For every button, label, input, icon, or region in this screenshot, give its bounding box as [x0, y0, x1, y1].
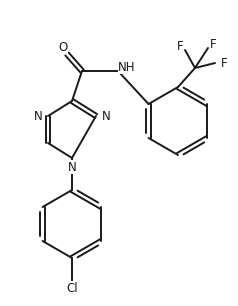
Text: O: O	[58, 40, 68, 54]
Text: N: N	[68, 161, 76, 174]
Text: Cl: Cl	[66, 282, 78, 294]
Text: NH: NH	[118, 61, 136, 73]
Text: F: F	[177, 39, 183, 53]
Text: F: F	[221, 57, 227, 69]
Text: N: N	[102, 110, 110, 122]
Text: F: F	[210, 38, 216, 50]
Text: N: N	[34, 110, 42, 122]
